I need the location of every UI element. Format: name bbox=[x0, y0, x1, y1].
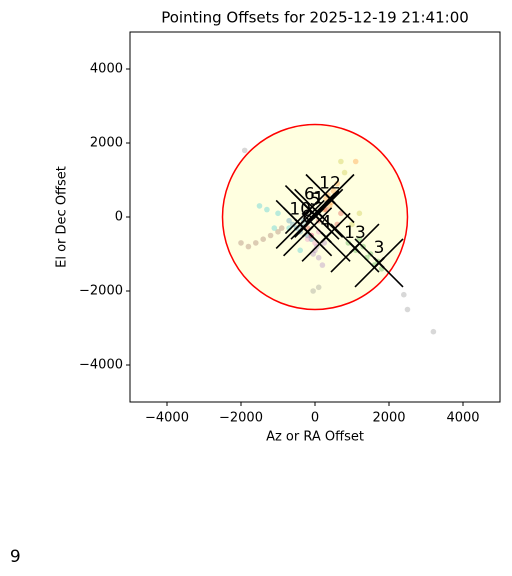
scatter-point bbox=[352, 158, 359, 165]
target-label: 3 bbox=[374, 238, 385, 258]
y-tick-label: −4000 bbox=[79, 358, 123, 373]
target-x bbox=[301, 226, 314, 238]
scatter-point bbox=[315, 284, 322, 291]
target-label: 8 bbox=[302, 207, 313, 227]
target-x bbox=[10, 567, 20, 576]
x-tick-label: −2000 bbox=[219, 411, 263, 426]
target-x bbox=[373, 257, 385, 269]
scatter-point bbox=[245, 243, 252, 250]
scatter-point bbox=[264, 206, 270, 213]
target-label: 10 bbox=[289, 199, 311, 219]
x-tick-label: −4000 bbox=[145, 411, 189, 426]
scatter-point bbox=[275, 210, 281, 217]
scatter-point bbox=[275, 229, 281, 235]
scatter-point bbox=[271, 225, 278, 231]
target-x bbox=[324, 192, 336, 205]
y-tick-label: 4000 bbox=[90, 62, 123, 77]
scatter-point bbox=[334, 180, 341, 187]
scatter-point bbox=[430, 328, 437, 335]
target-x bbox=[10, 567, 20, 576]
target-label: 13 bbox=[344, 223, 366, 243]
scatter-point bbox=[286, 217, 292, 224]
scatter-point bbox=[401, 291, 407, 298]
plot-area bbox=[10, 123, 437, 576]
y-tick-label: −2000 bbox=[79, 284, 123, 299]
scatter-point bbox=[356, 236, 363, 242]
x-tick-label: 0 bbox=[311, 411, 319, 426]
x-tick-label: 2000 bbox=[372, 411, 405, 426]
target-marker bbox=[354, 238, 404, 288]
scatter-point bbox=[345, 240, 352, 246]
target-label: 4 bbox=[321, 212, 332, 232]
scatter-point bbox=[338, 158, 344, 165]
scatter-point bbox=[297, 247, 304, 254]
scatter-point bbox=[304, 236, 311, 242]
y-tick-label: 2000 bbox=[90, 136, 123, 151]
scatter-point bbox=[404, 306, 411, 313]
target-marker bbox=[283, 207, 333, 257]
scatter-point bbox=[278, 225, 285, 231]
target-marker bbox=[330, 223, 380, 273]
target-label: 6 bbox=[304, 185, 315, 205]
target-label: 1 bbox=[313, 188, 324, 208]
target-label: 12 bbox=[319, 174, 341, 194]
target-x bbox=[312, 207, 325, 220]
scatter-point bbox=[319, 262, 326, 268]
scatter-point bbox=[315, 254, 322, 261]
x-tick-label: 4000 bbox=[446, 411, 479, 426]
y-tick-label: 0 bbox=[115, 210, 123, 225]
scatter-point bbox=[241, 147, 248, 154]
scatter-point bbox=[341, 169, 348, 176]
scatter-point bbox=[238, 240, 244, 246]
target-label: 9 bbox=[10, 547, 21, 567]
scatter-point bbox=[253, 240, 259, 246]
x-axis-label: Az or RA Offset bbox=[266, 430, 364, 445]
scatter-point bbox=[310, 288, 316, 294]
scatter-point bbox=[256, 203, 263, 209]
chart-title: Pointing Offsets for 2025-12-19 21:41:00 bbox=[161, 9, 469, 27]
scatter-point bbox=[356, 210, 363, 217]
target-x bbox=[349, 242, 361, 254]
scatter-point bbox=[260, 236, 267, 242]
scatter-point bbox=[267, 232, 274, 239]
y-axis-label: El or Dec Offset bbox=[55, 166, 70, 268]
target-label: 5 bbox=[310, 190, 321, 210]
target-x bbox=[320, 231, 332, 244]
